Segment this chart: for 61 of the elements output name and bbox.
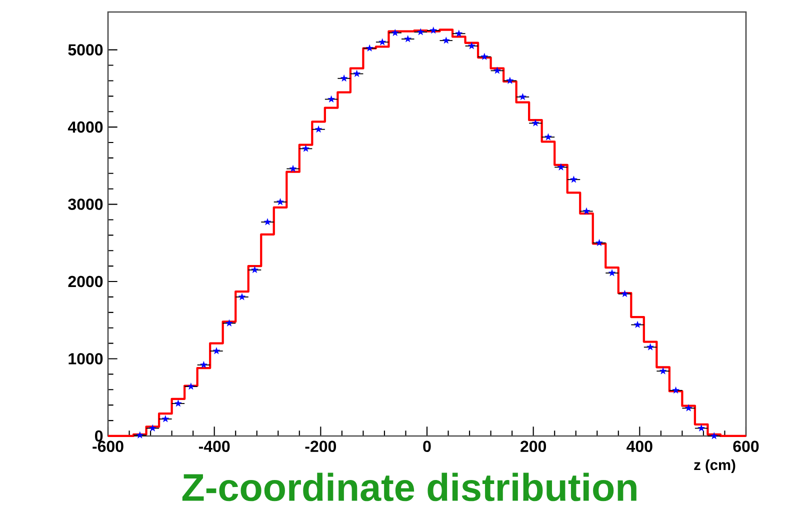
point <box>620 290 629 298</box>
point <box>595 238 604 246</box>
x-tick-label: 0 <box>423 440 431 452</box>
point <box>302 144 310 152</box>
point <box>238 292 246 300</box>
point <box>148 424 156 432</box>
point <box>493 66 501 74</box>
point <box>212 347 220 354</box>
point <box>391 28 399 36</box>
y-tick-label: 4000 <box>68 121 103 133</box>
y-tick-label: 0 <box>95 430 103 442</box>
x-tick-label: -400 <box>198 440 230 452</box>
point <box>544 133 552 140</box>
point <box>264 218 272 226</box>
point <box>353 70 361 78</box>
text: Z-coordinate distribution <box>182 472 636 502</box>
point <box>340 74 348 82</box>
point <box>404 35 412 42</box>
point <box>327 95 336 102</box>
x-axis-title: z (cm) <box>694 459 736 474</box>
point <box>570 176 578 183</box>
point <box>250 266 259 274</box>
x-tick-label: -600 <box>92 440 124 452</box>
y-tick-label: 3000 <box>68 198 103 210</box>
point <box>442 36 450 44</box>
point <box>672 386 680 394</box>
point <box>136 431 144 438</box>
point <box>532 119 540 126</box>
point <box>314 125 322 133</box>
y-tick-label: 1000 <box>68 353 103 364</box>
point <box>276 198 284 206</box>
point <box>187 382 195 390</box>
y-tick-label: 5000 <box>68 44 103 56</box>
y-tick-label: 2000 <box>68 276 103 288</box>
point <box>366 44 374 52</box>
point <box>698 424 706 432</box>
point <box>518 92 526 100</box>
point <box>684 404 692 412</box>
point <box>710 432 718 440</box>
point <box>162 414 170 422</box>
point <box>430 26 438 34</box>
point <box>468 42 476 50</box>
point <box>506 76 514 84</box>
x-tick-label: -200 <box>305 440 336 452</box>
point <box>659 367 667 374</box>
x-tick-label: 200 <box>520 440 546 452</box>
point <box>200 360 208 368</box>
point <box>416 28 424 36</box>
point <box>608 269 616 276</box>
x-tick-label: 600 <box>733 440 759 452</box>
point <box>480 52 488 60</box>
point <box>557 163 565 170</box>
point <box>634 320 642 328</box>
point <box>582 207 590 214</box>
x-tick-label: 400 <box>626 440 652 452</box>
point <box>174 400 182 407</box>
point <box>378 38 386 46</box>
point <box>455 30 463 37</box>
point <box>646 343 654 350</box>
point <box>225 319 234 326</box>
point <box>289 164 297 172</box>
